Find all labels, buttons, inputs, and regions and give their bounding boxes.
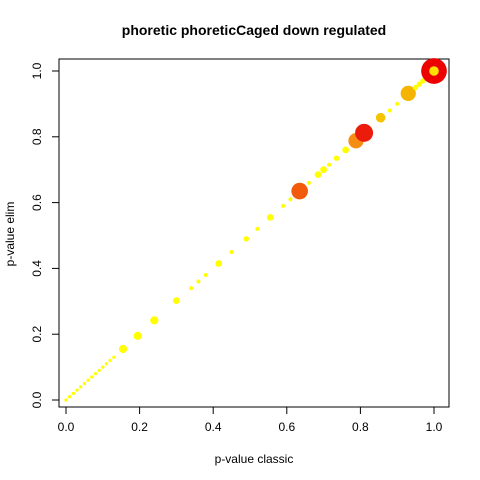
- data-point: [133, 331, 142, 340]
- data-point: [288, 197, 293, 202]
- y-tick-label: 0.6: [30, 194, 44, 211]
- data-point: [416, 81, 422, 87]
- y-tick-label: 0.4: [30, 260, 44, 277]
- data-point: [215, 260, 223, 267]
- data-point: [327, 162, 332, 167]
- data-point: [118, 344, 128, 354]
- data-point: [314, 171, 322, 179]
- data-point: [71, 391, 76, 396]
- y-tick-label: 0.8: [30, 128, 44, 145]
- data-point: [243, 236, 250, 242]
- x-tick-label: 0.2: [131, 420, 148, 434]
- data-point: [203, 272, 208, 277]
- data-point: [173, 297, 180, 305]
- data-point: [395, 101, 400, 106]
- data-point: [79, 385, 83, 389]
- data-point: [291, 182, 308, 200]
- chart-title: phoretic phoreticCaged down regulated: [122, 22, 386, 38]
- data-point: [196, 279, 201, 284]
- data-point: [64, 398, 68, 402]
- data-point: [93, 372, 98, 376]
- data-point: [355, 123, 374, 142]
- plot-frame: [58, 58, 450, 408]
- x-tick-label: 1.0: [426, 420, 443, 434]
- points-layer: [64, 58, 447, 402]
- data-point: [90, 375, 94, 379]
- data-point: [412, 84, 419, 91]
- data-point: [97, 368, 101, 373]
- x-tick-label: 0.0: [58, 420, 75, 434]
- y-tick-label: 0.2: [30, 326, 44, 343]
- data-point: [75, 388, 79, 392]
- data-point: [281, 203, 286, 208]
- data-point: [108, 358, 112, 363]
- data-point: [189, 286, 194, 291]
- x-axis: 0.0 0.2 0.4 0.6 0.8 1.0: [58, 407, 443, 434]
- y-tick-label: 0.0: [30, 391, 44, 408]
- data-point: [255, 226, 260, 231]
- data-point: [112, 355, 116, 359]
- x-tick-label: 0.4: [205, 420, 222, 434]
- y-axis: 0.0 0.2 0.4 0.6 0.8 1.0: [30, 62, 59, 408]
- data-point: [400, 85, 416, 101]
- x-axis-label: p-value classic: [215, 452, 294, 466]
- x-tick-label: 0.6: [278, 420, 295, 434]
- data-point: [333, 155, 340, 161]
- data-point: [68, 395, 72, 399]
- data-point: [104, 362, 109, 366]
- data-point: [387, 108, 392, 113]
- data-point: [320, 166, 327, 174]
- data-point: [82, 381, 87, 386]
- data-point: [306, 180, 311, 185]
- data-point: [342, 146, 350, 154]
- data-point: [86, 378, 90, 382]
- data-point: [375, 112, 386, 123]
- y-axis-label: p-value elim: [3, 202, 17, 267]
- data-point: [150, 316, 159, 325]
- data-point: [229, 249, 234, 254]
- x-tick-label: 0.8: [352, 420, 369, 434]
- data-point: [429, 66, 439, 76]
- data-point: [101, 365, 105, 369]
- y-tick-label: 1.0: [30, 62, 44, 79]
- data-point: [266, 214, 274, 221]
